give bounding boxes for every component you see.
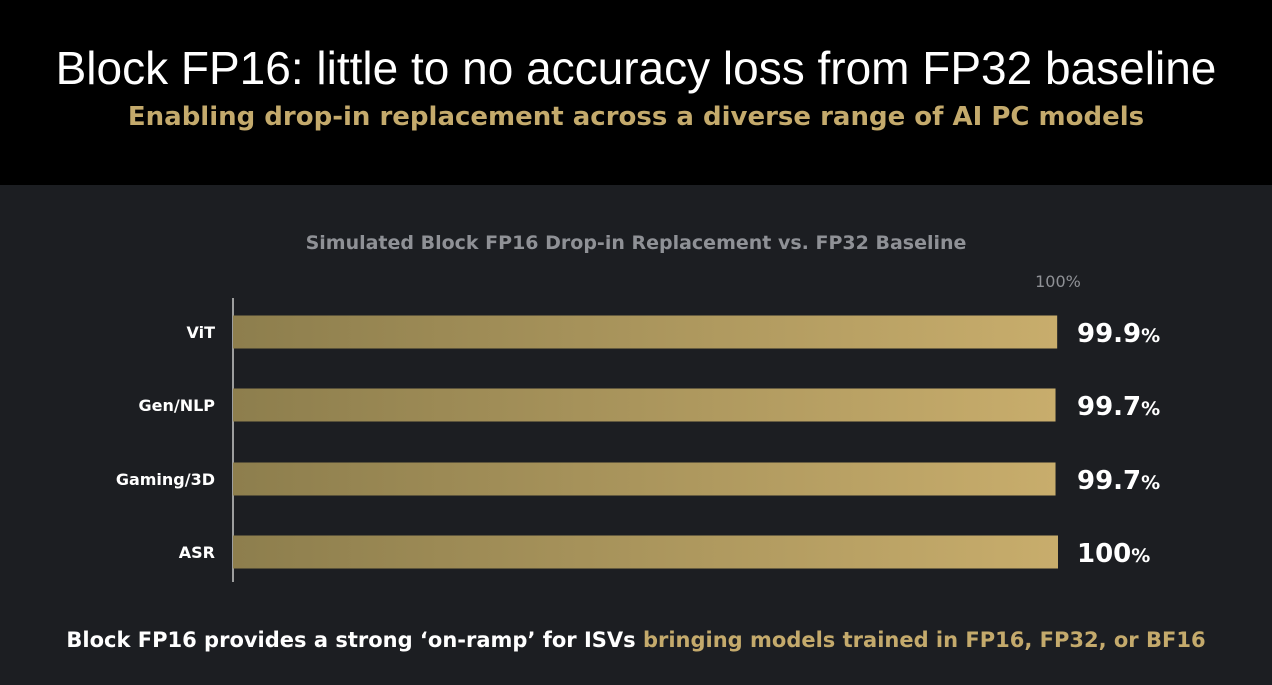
value-label-vit: 99.9% [1077,319,1160,349]
chart-title: Simulated Block FP16 Drop-in Replacement… [305,232,967,254]
value-label-asr: 100% [1077,539,1150,569]
category-label-gaming-3d: Gaming/3D [116,470,215,489]
footer-text-white: Block FP16 provides a strong ‘on-ramp’ f… [66,628,643,652]
bar-asr [233,535,1058,569]
value-label-gaming-3d: 99.7% [1077,466,1160,496]
value-unit: % [1141,325,1160,347]
footer-text-gold: bringing models trained in FP16, FP32, o… [642,628,1206,652]
footer-caption: Block FP16 provides a strong ‘on-ramp’ f… [0,625,1272,655]
bar-vit [233,315,1058,349]
header-band [0,0,1272,185]
page-subtitle: Enabling drop-in replacement across a di… [127,102,1145,132]
category-label-vit: ViT [187,323,216,342]
category-label-asr: ASR [179,543,215,562]
value-unit: % [1141,398,1160,420]
value-unit: % [1141,472,1160,494]
chart-panel [0,185,1272,685]
page-title: Block FP16: little to no accuracy loss f… [55,42,1217,94]
bar-gaming-3d [233,462,1056,496]
value-unit: % [1131,545,1150,567]
category-label-gen-nlp: Gen/NLP [138,396,215,415]
reference-label: 100% [1035,272,1081,291]
bar-gen-nlp [233,388,1056,422]
value-label-gen-nlp: 99.7% [1077,392,1160,422]
